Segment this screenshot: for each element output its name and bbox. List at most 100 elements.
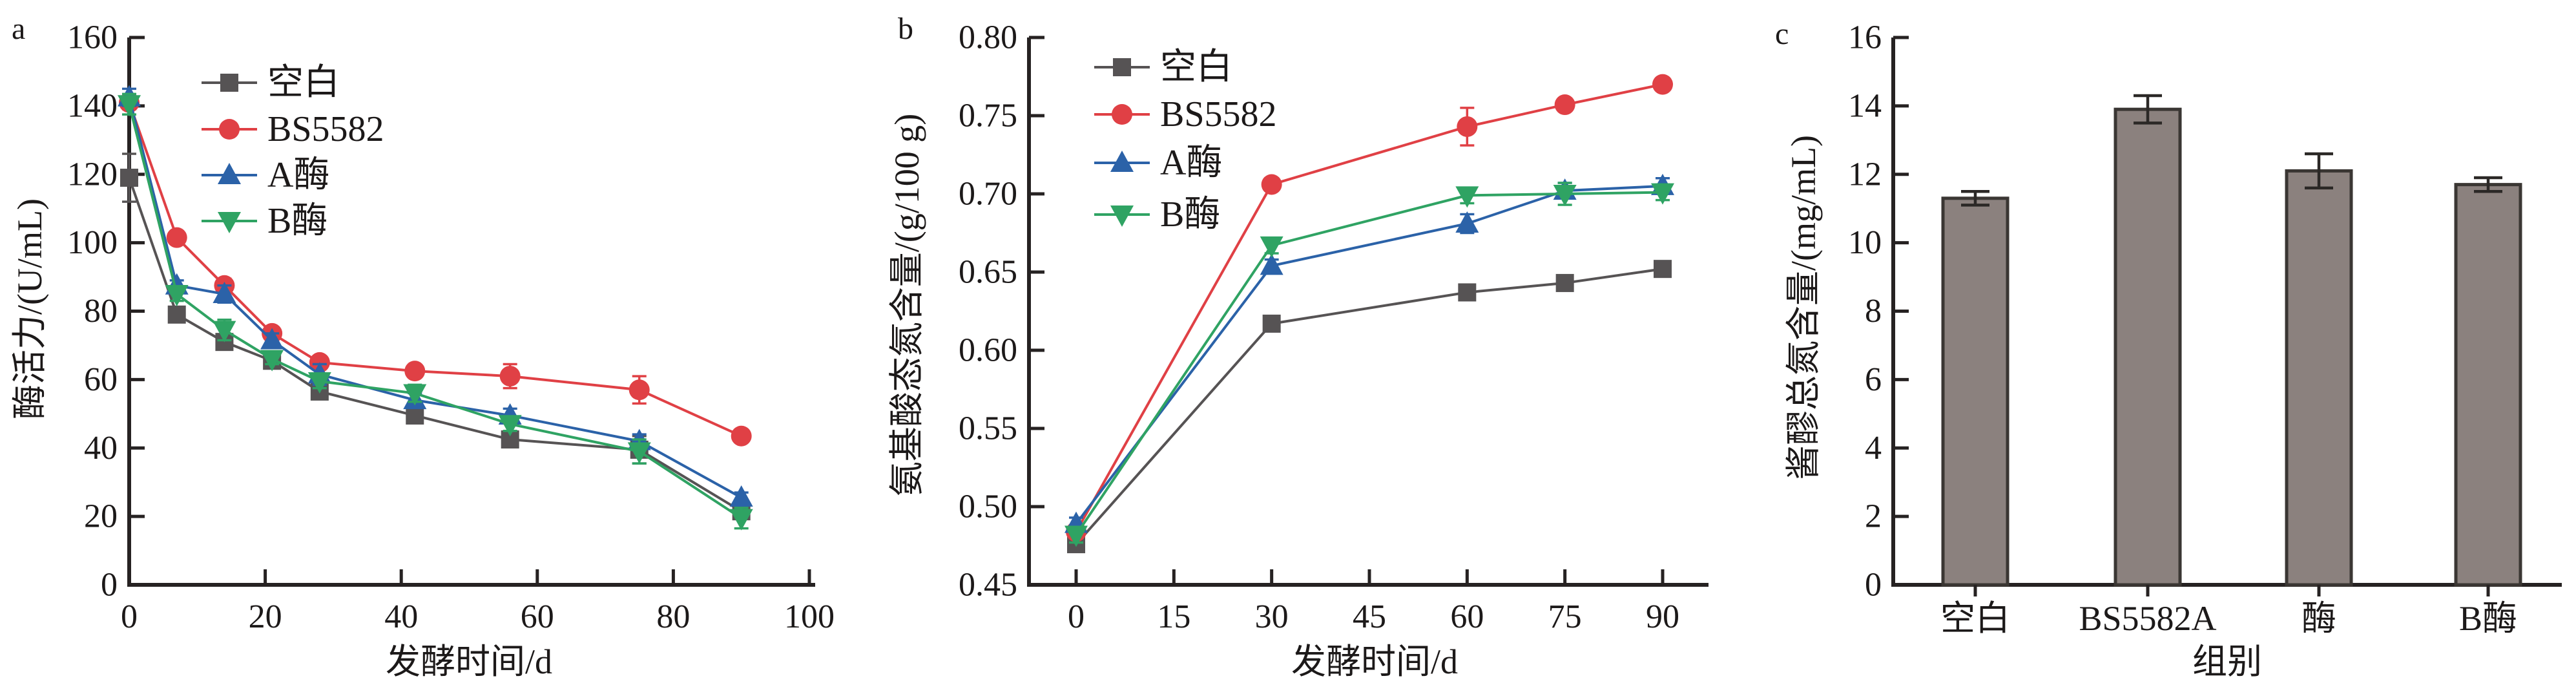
marker-triangle-down (1455, 186, 1479, 208)
legend-item: B酶 (1094, 195, 1220, 235)
panel-letter: a (12, 12, 25, 46)
marker-triangle-down (118, 95, 141, 117)
marker-triangle-down (260, 350, 284, 372)
marker-square (1458, 283, 1477, 302)
bar (2114, 107, 2182, 587)
panel-letter: c (1775, 17, 1789, 51)
legend-item: 空白 (202, 63, 340, 103)
x-category-label: B酶 (2459, 599, 2517, 638)
y-tick-label: 120 (67, 156, 118, 193)
marker-circle (1457, 116, 1478, 137)
marker-circle (1112, 104, 1132, 125)
error-bar (2305, 152, 2333, 190)
x-tick-label: 60 (1450, 598, 1484, 635)
y-tick-label: 2 (1865, 498, 1882, 535)
y-tick-label: 0 (101, 567, 118, 604)
x-tick-label: 0 (121, 598, 138, 635)
marker-triangle-down (1553, 185, 1577, 206)
marker-circle (731, 425, 752, 447)
legend-item: 空白 (1094, 47, 1232, 87)
y-tick-label: 0 (1865, 567, 1882, 604)
series-3 (1065, 182, 1674, 547)
marker-square (1262, 314, 1281, 333)
y-tick-label: 140 (67, 87, 118, 124)
marker-triangle-down (213, 321, 236, 342)
error-bar (2474, 176, 2502, 193)
y-tick-label: 14 (1848, 87, 1882, 124)
legend-label: 空白 (1160, 47, 1232, 87)
y-tick-label: 60 (84, 361, 118, 398)
series-1 (1066, 74, 1673, 542)
error-bar (1961, 189, 1989, 207)
y-tick-label: 0.60 (959, 332, 1017, 369)
x-tick-label: 60 (521, 598, 554, 635)
y-tick-label: 8 (1865, 293, 1882, 330)
marker-triangle-down (1260, 236, 1283, 258)
x-tick-label: 80 (656, 598, 690, 635)
marker-square (220, 74, 238, 92)
marker-triangle-up (1260, 253, 1283, 275)
x-tick-label: 90 (1646, 598, 1679, 635)
marker-circle (219, 119, 240, 140)
marker-circle (1261, 174, 1282, 195)
series-0 (1067, 260, 1672, 554)
y-tick-label: 40 (84, 430, 118, 467)
y-tick-label: 80 (84, 293, 118, 330)
legend-label: BS5582 (1160, 94, 1277, 134)
x-tick-label: 0 (1068, 598, 1085, 635)
marker-square (1555, 273, 1574, 292)
marker-circle (404, 361, 426, 382)
y-tick-label: 20 (84, 498, 118, 535)
y-tick-label: 0.50 (959, 489, 1017, 525)
marker-triangle-up (1455, 211, 1479, 233)
marker-circle (166, 227, 187, 248)
series-0 (120, 153, 751, 521)
legend-item: BS5582 (1094, 94, 1277, 134)
marker-circle (499, 366, 521, 387)
series-3 (118, 92, 753, 531)
x-tick-label: 45 (1353, 598, 1386, 635)
x-axis-title: 组别 (2192, 642, 2262, 681)
series-line (1075, 184, 1663, 525)
panel-b: b 0.45 0.50 0.55 0.60 0.65 0.70 0.75 0.80 氨基酸态氮含量… (888, 12, 1709, 681)
x-tick-label: 30 (1255, 598, 1289, 635)
error-bar (2134, 94, 2162, 125)
x-tick-label: 20 (249, 598, 282, 635)
panel-letter: b (898, 12, 913, 46)
marker-triangle-down (498, 415, 522, 437)
legend-item: A酶 (202, 155, 329, 195)
x-category-label: BS5582A (2079, 599, 2216, 638)
x-category-label: 空白 (1940, 599, 2010, 638)
x-tick-label: 100 (784, 598, 835, 635)
y-tick-label: 0.45 (959, 567, 1017, 604)
marker-triangle-down (307, 372, 331, 394)
y-tick-label: 0.80 (959, 19, 1017, 56)
y-tick-label: 0.65 (959, 254, 1017, 291)
marker-triangle-down (218, 212, 241, 233)
marker-triangle-down (165, 285, 189, 307)
marker-triangle-down (1110, 206, 1134, 227)
marker-triangle-down (729, 509, 753, 531)
marker-square (1113, 58, 1131, 76)
y-axis-title: 酶活力/(U/mL) (10, 198, 49, 419)
y-tick-label: 0.55 (959, 410, 1017, 447)
x-tick-label: 40 (384, 598, 418, 635)
bar (1941, 196, 2010, 587)
y-tick-label: 0.70 (959, 176, 1017, 213)
marker-square (1654, 260, 1672, 279)
marker-circle (1652, 74, 1673, 95)
marker-triangle-up (260, 328, 284, 350)
bar (2285, 169, 2353, 587)
series-1 (119, 92, 752, 447)
marker-triangle-up (1110, 151, 1134, 172)
x-tick-label: 75 (1548, 598, 1582, 635)
panel-c: c 0 2 4 6 8 10 12 14 16 酱醪总氮含量/(mg/mL) 组别 空白 BS5582A 酶… (1775, 17, 2562, 681)
y-tick-label: 0.75 (959, 98, 1017, 134)
marker-triangle-down (1065, 525, 1088, 547)
bar (2454, 183, 2522, 587)
marker-triangle-up (218, 163, 241, 184)
y-axis-title: 氨基酸态氮含量/(g/100 g) (888, 114, 926, 496)
x-axis-title: 发酵时间/d (1291, 642, 1458, 681)
x-axis-title: 发酵时间/d (386, 642, 552, 681)
marker-triangle-up (213, 282, 236, 304)
